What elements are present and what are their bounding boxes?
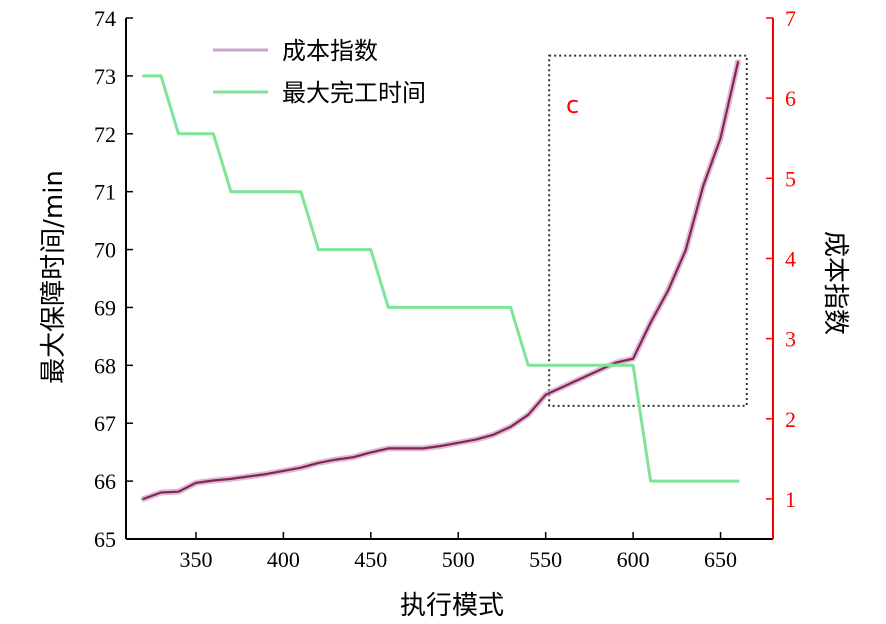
right-y-tick-label: 7 <box>785 6 796 31</box>
legend-item-max-completion-time: 最大完工时间 <box>213 79 426 107</box>
left-y-tick-label: 73 <box>94 64 116 89</box>
right-y-tick-label: 2 <box>785 407 796 432</box>
right-y-tick-label: 5 <box>785 166 796 191</box>
right-y-axis-title: 成本指数 <box>820 231 850 335</box>
max-completion-time-line <box>142 74 740 483</box>
left-y-tick-label: 68 <box>94 353 116 378</box>
x-axis-title: 执行模式 <box>400 591 504 621</box>
left-y-tick-label: 65 <box>94 527 116 552</box>
x-tick-label: 600 <box>617 547 650 572</box>
x-tick-label: 500 <box>442 547 475 572</box>
highlight-box <box>548 54 748 407</box>
left-y-tick-label: 72 <box>94 122 116 147</box>
left-y-tick-label: 71 <box>94 180 116 205</box>
left-y-tick-label: 74 <box>94 6 116 31</box>
x-tick-label: 450 <box>354 547 387 572</box>
left-y-tick-label: 70 <box>94 238 116 263</box>
right-y-tick-label: 6 <box>785 86 796 111</box>
cost-index-line-glow <box>140 59 741 502</box>
left-y-tick-label: 67 <box>94 411 116 436</box>
cost-index-line <box>142 60 740 500</box>
right-y-tick-label: 1 <box>785 487 796 512</box>
left-y-tick-label: 66 <box>94 469 116 494</box>
right-y-tick-label: 3 <box>785 327 796 352</box>
left-y-tick-label: 69 <box>94 295 116 320</box>
legend-label: 成本指数 <box>282 37 378 65</box>
left-y-axis-title: 最大保障时间/min <box>39 170 69 384</box>
annotation-label: c <box>566 91 579 119</box>
x-tick-label: 400 <box>267 547 300 572</box>
x-tick-label: 550 <box>529 547 562 572</box>
legend-item-cost-index: 成本指数 <box>213 37 378 65</box>
x-tick-label: 350 <box>179 547 212 572</box>
x-tick-label: 650 <box>704 547 737 572</box>
legend-label: 最大完工时间 <box>282 79 426 107</box>
right-y-tick-label: 4 <box>785 246 796 271</box>
